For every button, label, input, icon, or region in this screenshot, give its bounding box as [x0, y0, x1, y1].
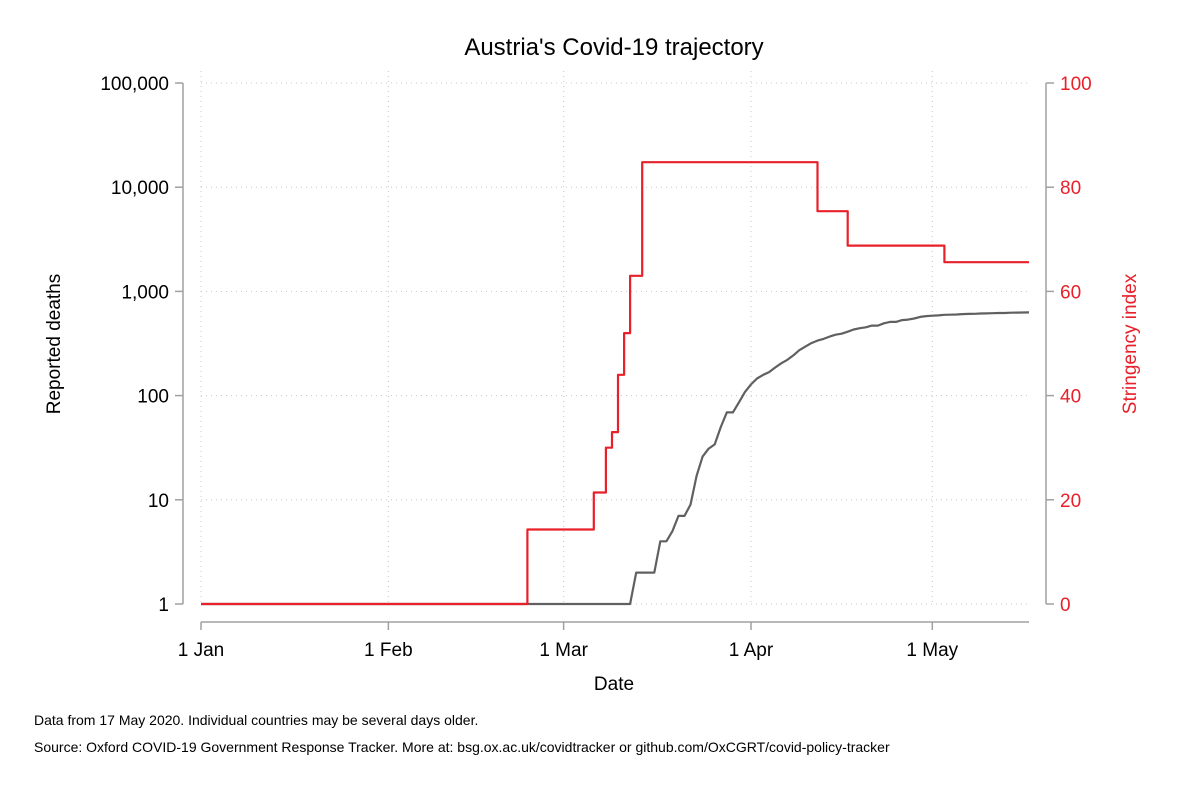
- series-layer: [201, 161, 1030, 606]
- series-line-reported-deaths: [201, 311, 1030, 606]
- axes: 1 10 100 1,000 10,000 100,000 0 20 40 60 80 100 1 Ja…: [100, 74, 1091, 661]
- data-date-note: Data from 17 May 2020. Individual countr…: [34, 712, 479, 728]
- x-tick-label: 1 Jan: [178, 640, 224, 661]
- y-right-tick-label: 100: [1060, 74, 1092, 95]
- chart: Austria's Covid-19 trajectory 1 10 100 1,00…: [44, 34, 1141, 695]
- y-right-tick-label: 80: [1060, 178, 1081, 199]
- y-left-tick-label: 1,000: [121, 282, 169, 303]
- y-left-tick-label: 100,000: [100, 74, 169, 95]
- y-left-tick-label: 100: [137, 387, 169, 408]
- y-right-axis-title: Stringency index: [1120, 273, 1141, 414]
- chart-title: Austria's Covid-19 trajectory: [464, 34, 763, 61]
- y-left-tick-label: 10: [148, 491, 169, 512]
- x-tick-label: 1 Apr: [729, 640, 774, 661]
- x-tick-label: 1 Feb: [364, 640, 413, 661]
- y-right-tick-label: 20: [1060, 491, 1081, 512]
- y-right-tick-label: 40: [1060, 387, 1081, 408]
- y-right-tick-label: 60: [1060, 282, 1081, 303]
- y-left-tick-label: 10,000: [111, 178, 169, 199]
- y-right-tick-label: 0: [1060, 595, 1071, 616]
- source-note: Source: Oxford COVID-19 Government Respo…: [34, 739, 890, 755]
- x-tick-label: 1 Mar: [539, 640, 588, 661]
- y-left-tick-label: 1: [158, 595, 169, 616]
- x-tick-label: 1 May: [906, 640, 958, 661]
- series-line-stringency-index: [201, 161, 1029, 606]
- x-axis-title: Date: [594, 674, 634, 695]
- grid: [200, 71, 1029, 605]
- y-left-axis-title: Reported deaths: [44, 274, 65, 415]
